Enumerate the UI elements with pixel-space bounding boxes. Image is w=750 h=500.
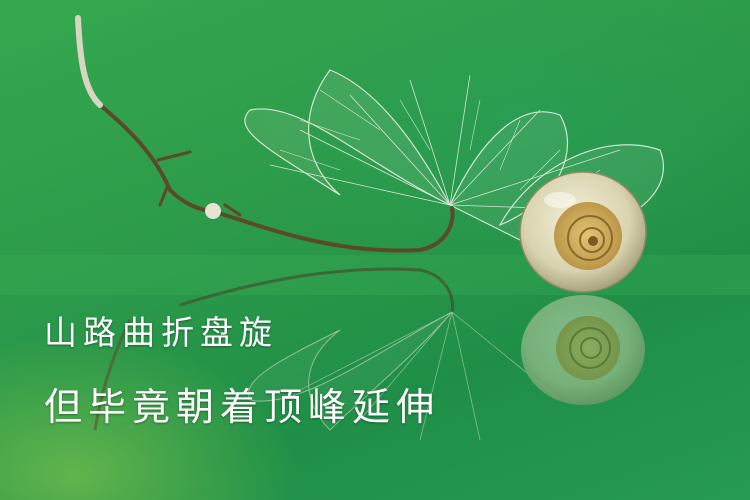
twig bbox=[75, 15, 455, 253]
caption-line-1: 山路曲折盘旋 bbox=[44, 313, 278, 352]
snail-shell bbox=[519, 171, 647, 293]
water-reflection bbox=[93, 267, 645, 441]
caption-line-2: 但毕竟朝着顶峰延伸 bbox=[44, 385, 441, 429]
